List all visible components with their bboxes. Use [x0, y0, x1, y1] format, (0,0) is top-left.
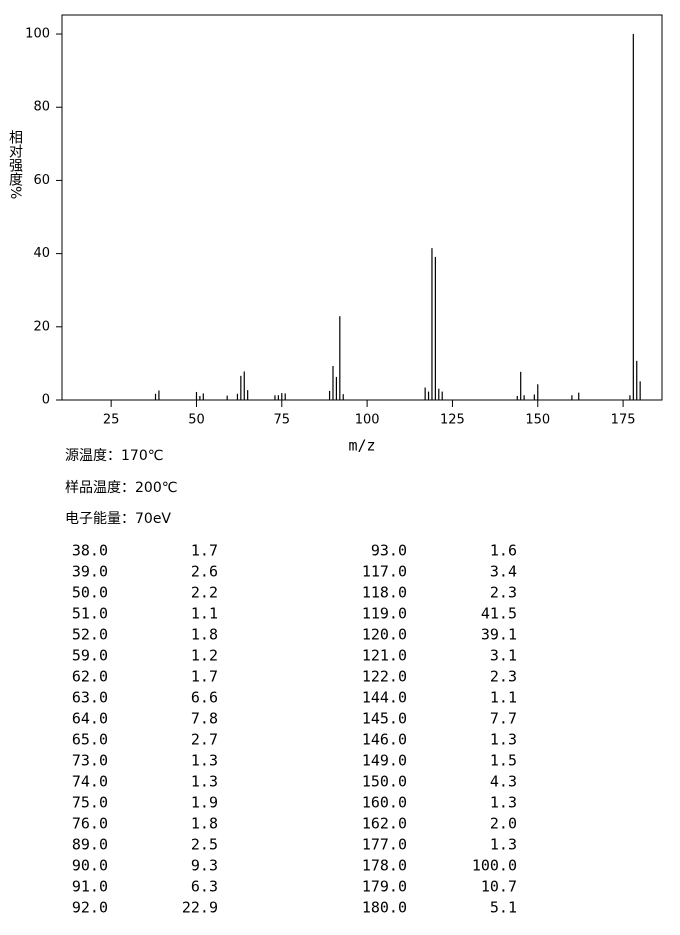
- mz-cell: 93.0: [371, 542, 407, 560]
- intensity-cell: 5.1: [490, 899, 517, 917]
- mz-cell: 160.0: [362, 794, 407, 812]
- mz-cell: 91.0: [72, 878, 108, 896]
- mz-cell: 38.0: [72, 542, 108, 560]
- info-line: 电子能量：70eV: [65, 511, 171, 527]
- x-tick-label: 25: [103, 413, 120, 428]
- x-axis-label: m/z: [348, 437, 375, 455]
- y-tick-label: 100: [25, 27, 50, 42]
- y-tick-label: 40: [33, 246, 50, 261]
- intensity-cell: 2.7: [191, 731, 218, 749]
- mz-cell: 144.0: [362, 689, 407, 707]
- info-line: 样品温度：200℃: [65, 480, 177, 496]
- intensity-cell: 3.4: [490, 563, 517, 581]
- mz-cell: 39.0: [72, 563, 108, 581]
- intensity-cell: 2.3: [490, 668, 517, 686]
- mz-cell: 149.0: [362, 752, 407, 770]
- mz-cell: 118.0: [362, 584, 407, 602]
- intensity-cell: 2.6: [191, 563, 218, 581]
- mz-cell: 122.0: [362, 668, 407, 686]
- y-tick-label: 80: [33, 100, 50, 115]
- x-tick-label: 150: [525, 413, 550, 428]
- intensity-cell: 1.3: [490, 794, 517, 812]
- mz-cell: 50.0: [72, 584, 108, 602]
- intensity-cell: 10.7: [481, 878, 517, 896]
- mz-cell: 62.0: [72, 668, 108, 686]
- intensity-cell: 2.5: [191, 836, 218, 854]
- mz-cell: 150.0: [362, 773, 407, 791]
- mz-cell: 59.0: [72, 647, 108, 665]
- intensity-cell: 100.0: [472, 857, 517, 875]
- mz-cell: 73.0: [72, 752, 108, 770]
- y-tick-label: 20: [33, 319, 50, 334]
- mz-cell: 145.0: [362, 710, 407, 728]
- intensity-cell: 1.3: [490, 731, 517, 749]
- intensity-cell: 41.5: [481, 605, 517, 623]
- plot-frame: [61, 14, 663, 401]
- x-tick-label: 75: [274, 413, 291, 428]
- mz-cell: 76.0: [72, 815, 108, 833]
- intensity-cell: 7.8: [191, 710, 218, 728]
- mz-cell: 64.0: [72, 710, 108, 728]
- intensity-cell: 1.8: [191, 815, 218, 833]
- mz-cell: 179.0: [362, 878, 407, 896]
- intensity-cell: 1.6: [490, 542, 517, 560]
- intensity-cell: 1.8: [191, 626, 218, 644]
- mz-cell: 74.0: [72, 773, 108, 791]
- intensity-cell: 1.3: [191, 773, 218, 791]
- mz-cell: 146.0: [362, 731, 407, 749]
- intensity-cell: 1.3: [191, 752, 218, 770]
- mz-cell: 117.0: [362, 563, 407, 581]
- mz-cell: 90.0: [72, 857, 108, 875]
- intensity-cell: 2.0: [490, 815, 517, 833]
- mz-cell: 121.0: [362, 647, 407, 665]
- intensity-cell: 6.6: [191, 689, 218, 707]
- mz-cell: 63.0: [72, 689, 108, 707]
- mz-cell: 162.0: [362, 815, 407, 833]
- intensity-cell: 9.3: [191, 857, 218, 875]
- intensity-cell: 4.3: [490, 773, 517, 791]
- y-axis-label: 相对强度%: [7, 130, 23, 199]
- intensity-cell: 1.1: [490, 689, 517, 707]
- intensity-cell: 1.9: [191, 794, 218, 812]
- intensity-cell: 2.3: [490, 584, 517, 602]
- mz-cell: 178.0: [362, 857, 407, 875]
- x-tick-label: 175: [611, 413, 636, 428]
- mz-cell: 120.0: [362, 626, 407, 644]
- intensity-cell: 39.1: [481, 626, 517, 644]
- mz-cell: 177.0: [362, 836, 407, 854]
- intensity-cell: 1.3: [490, 836, 517, 854]
- intensity-cell: 2.2: [191, 584, 218, 602]
- mz-cell: 51.0: [72, 605, 108, 623]
- intensity-cell: 1.7: [191, 668, 218, 686]
- intensity-cell: 22.9: [182, 899, 218, 917]
- x-tick-label: 50: [188, 413, 205, 428]
- y-tick-label: 0: [42, 393, 50, 408]
- intensity-cell: 1.2: [191, 647, 218, 665]
- intensity-cell: 7.7: [490, 710, 517, 728]
- mz-cell: 180.0: [362, 899, 407, 917]
- mz-cell: 65.0: [72, 731, 108, 749]
- intensity-cell: 6.3: [191, 878, 218, 896]
- mz-cell: 52.0: [72, 626, 108, 644]
- mz-cell: 119.0: [362, 605, 407, 623]
- intensity-cell: 1.1: [191, 605, 218, 623]
- intensity-cell: 1.7: [191, 542, 218, 560]
- intensity-cell: 3.1: [490, 647, 517, 665]
- info-line: 源温度：170℃: [65, 448, 163, 464]
- intensity-cell: 1.5: [490, 752, 517, 770]
- x-tick-label: 100: [355, 413, 380, 428]
- mz-cell: 75.0: [72, 794, 108, 812]
- mz-cell: 89.0: [72, 836, 108, 854]
- y-tick-label: 60: [33, 173, 50, 188]
- mz-cell: 92.0: [72, 899, 108, 917]
- x-tick-label: 125: [440, 413, 465, 428]
